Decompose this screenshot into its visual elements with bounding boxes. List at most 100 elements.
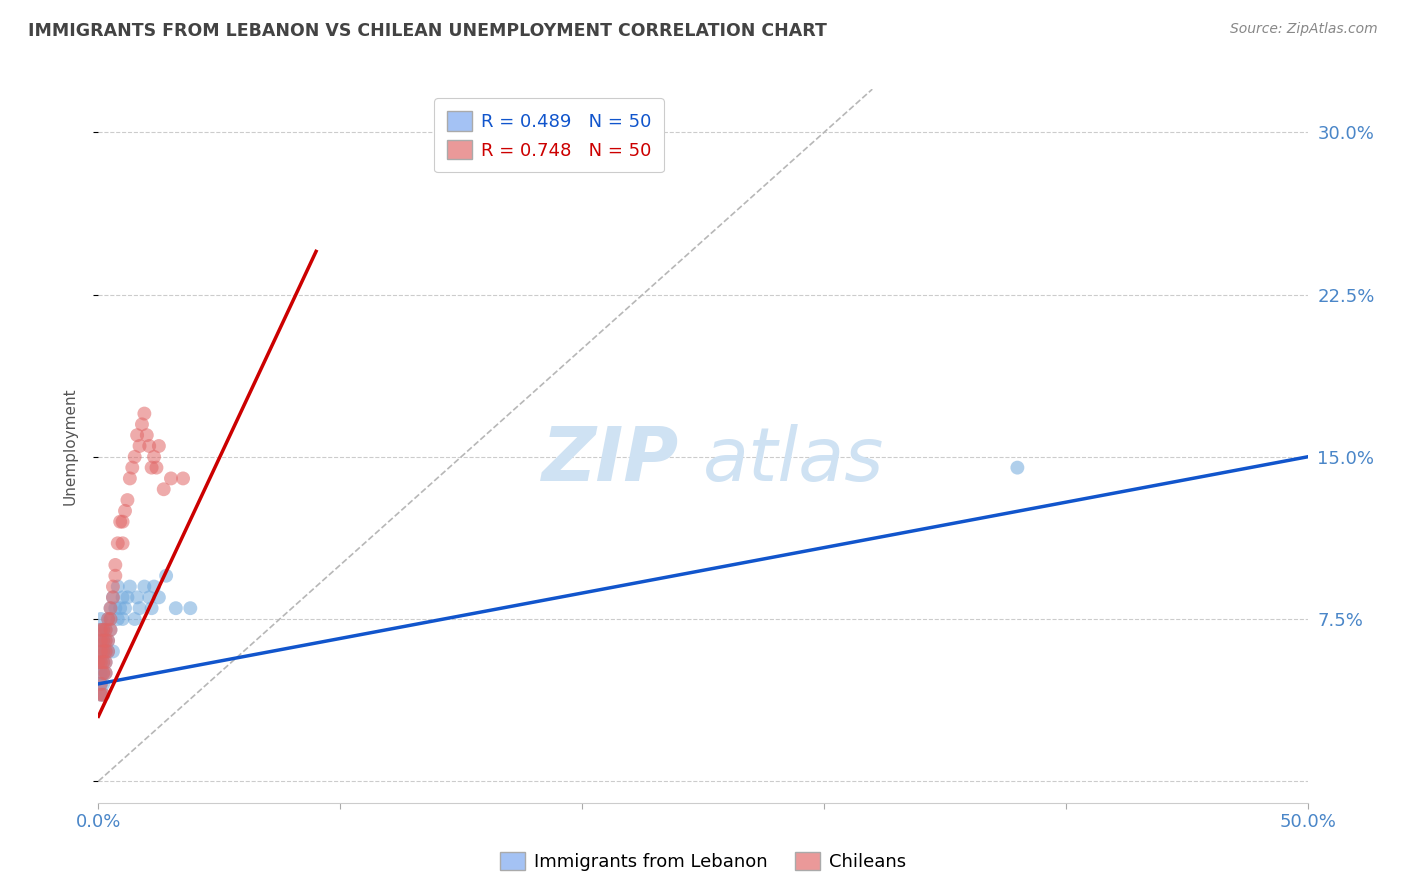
Point <box>138 591 160 605</box>
Point <box>94 666 117 681</box>
Point <box>104 568 127 582</box>
Point <box>90 623 112 637</box>
Point <box>100 623 122 637</box>
Point <box>165 601 187 615</box>
Point <box>111 536 134 550</box>
Point <box>101 591 124 605</box>
Point <box>91 666 114 681</box>
Point <box>118 471 141 485</box>
Point <box>148 439 170 453</box>
Point <box>100 612 122 626</box>
Point <box>94 623 117 637</box>
Point <box>94 623 117 637</box>
Point <box>94 644 117 658</box>
Point <box>145 460 167 475</box>
Point <box>124 612 146 626</box>
Point <box>90 688 112 702</box>
Point <box>148 591 170 605</box>
Point <box>107 612 129 626</box>
Point <box>91 688 114 702</box>
Point <box>101 591 124 605</box>
Point <box>134 407 156 421</box>
Point <box>91 633 114 648</box>
Point <box>91 623 114 637</box>
Point <box>135 428 157 442</box>
Point <box>152 482 174 496</box>
Point <box>94 644 117 658</box>
Point <box>91 688 114 702</box>
Point <box>90 633 112 648</box>
Point <box>97 633 120 648</box>
Point <box>114 601 136 615</box>
Point <box>131 417 153 432</box>
Point <box>111 612 134 626</box>
Y-axis label: Unemployment: Unemployment <box>63 387 77 505</box>
Point <box>90 677 112 691</box>
Legend: R = 0.489   N = 50, R = 0.748   N = 50: R = 0.489 N = 50, R = 0.748 N = 50 <box>434 98 664 172</box>
Point <box>91 666 114 681</box>
Point <box>111 591 134 605</box>
Point <box>97 633 120 648</box>
Point <box>87 655 110 669</box>
Point <box>172 471 194 485</box>
Point <box>90 612 112 626</box>
Point <box>101 580 124 594</box>
Point <box>104 558 127 572</box>
Point <box>117 591 139 605</box>
Point <box>124 450 146 464</box>
Point <box>107 580 129 594</box>
Point <box>108 601 131 615</box>
Text: ZIP: ZIP <box>541 424 679 497</box>
Point <box>138 439 160 453</box>
Point <box>94 655 117 669</box>
Point <box>101 644 124 658</box>
Text: atlas: atlas <box>703 425 884 496</box>
Point <box>128 439 150 453</box>
Text: IMMIGRANTS FROM LEBANON VS CHILEAN UNEMPLOYMENT CORRELATION CHART: IMMIGRANTS FROM LEBANON VS CHILEAN UNEMP… <box>28 22 827 40</box>
Point <box>128 601 150 615</box>
Point <box>1007 460 1029 475</box>
Point <box>111 515 134 529</box>
Point <box>97 612 120 626</box>
Point <box>141 601 163 615</box>
Point <box>94 655 117 669</box>
Point <box>91 655 114 669</box>
Point <box>91 644 114 658</box>
Point <box>90 644 112 658</box>
Point <box>87 655 110 669</box>
Point <box>134 580 156 594</box>
Point <box>143 450 166 464</box>
Point <box>104 601 127 615</box>
Point <box>91 644 114 658</box>
Point <box>143 580 166 594</box>
Point <box>114 504 136 518</box>
Point <box>91 655 114 669</box>
Point <box>107 536 129 550</box>
Point <box>121 460 143 475</box>
Point <box>100 612 122 626</box>
Point <box>90 655 112 669</box>
Point <box>91 677 114 691</box>
Point <box>91 623 114 637</box>
Point <box>91 633 114 648</box>
Point <box>160 471 183 485</box>
Point <box>97 644 120 658</box>
Point <box>90 666 112 681</box>
Point <box>141 460 163 475</box>
Point <box>127 428 149 442</box>
Point <box>127 591 149 605</box>
Point <box>90 623 112 637</box>
Point <box>94 633 117 648</box>
Point <box>97 644 120 658</box>
Point <box>108 515 131 529</box>
Point <box>90 677 112 691</box>
Point <box>94 633 117 648</box>
Point <box>100 601 122 615</box>
Text: Source: ZipAtlas.com: Source: ZipAtlas.com <box>1230 22 1378 37</box>
Point <box>94 666 117 681</box>
Legend: Immigrants from Lebanon, Chileans: Immigrants from Lebanon, Chileans <box>492 846 914 879</box>
Point <box>100 623 122 637</box>
Point <box>100 601 122 615</box>
Point <box>117 493 139 508</box>
Point <box>90 633 112 648</box>
